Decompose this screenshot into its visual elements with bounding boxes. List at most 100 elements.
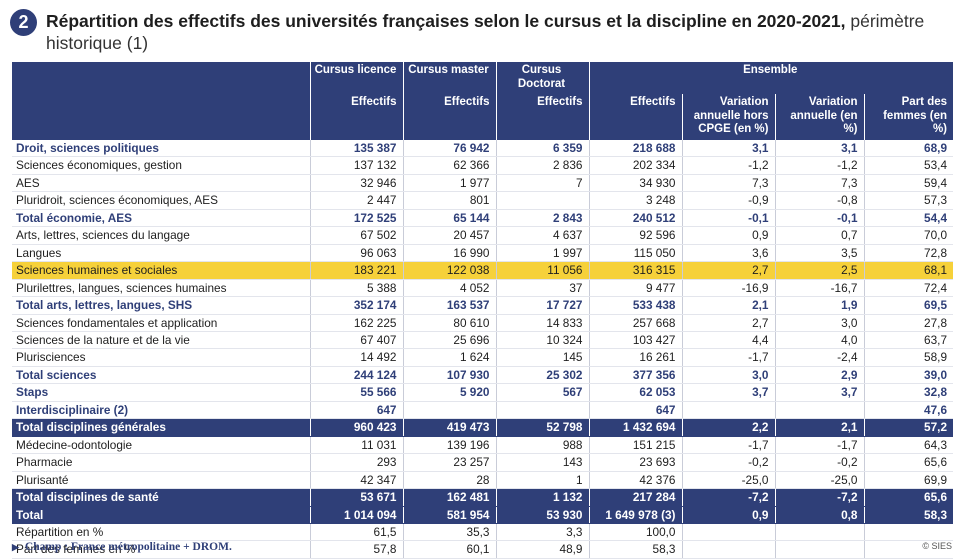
table-cell: -16,7: [774, 279, 864, 298]
table-cell: 172 525: [309, 209, 403, 228]
table-cell: -1,2: [774, 156, 864, 175]
table-cell: 58,3: [863, 506, 954, 524]
table-cell: 47,6: [863, 401, 954, 420]
table-cell: 16 261: [588, 348, 682, 367]
table-cell: [774, 523, 864, 542]
row-label: Pluridroit, sciences économiques, AES: [12, 191, 310, 210]
table-cell: -7,2: [681, 488, 775, 507]
table-row: Plurisciences 14 492 1 624 145 16 261 -1,7 -2,…: [12, 348, 954, 367]
table-row: Langues 96 063 16 990 1 997 115 050 3,6 3,5 72,…: [12, 244, 954, 263]
table-cell: 57,2: [863, 418, 954, 437]
table-cell: 32,8: [863, 383, 954, 402]
header-cursus-master: Cursus master: [402, 62, 496, 94]
table-cell: 217 284: [588, 488, 682, 507]
figure-header: 2 Répartition des effectifs des universi…: [8, 6, 954, 56]
table-cell: 1,9: [774, 296, 864, 315]
table-cell: 3,3: [495, 523, 589, 542]
table-cell: 25 696: [402, 331, 496, 350]
table-cell: 567: [495, 383, 589, 402]
row-label: Sciences économiques, gestion: [12, 156, 310, 175]
table-cell: 61,5: [309, 523, 403, 542]
table-cell: 1 624: [402, 348, 496, 367]
table-row: AES 32 946 1 977 7 34 930 7,3 7,3 59,4: [12, 174, 954, 193]
table-cell: 11 056: [495, 261, 589, 280]
table-row: Total économie, AES 172 525 65 144 2 843 240…: [12, 209, 954, 228]
table-cell: 28: [402, 471, 496, 490]
row-label: Plurisciences: [12, 348, 310, 367]
row-label: Total disciplines générales: [12, 418, 310, 437]
table-cell: 2,1: [774, 418, 864, 437]
table-cell: 377 356: [588, 366, 682, 385]
table-cell: 107 930: [402, 366, 496, 385]
table-cell: 3 248: [588, 191, 682, 210]
footnote-text: Champ : France métropolitaine + DROM.: [24, 541, 232, 553]
row-label: Plurisanté: [12, 471, 310, 490]
table-row: Droit, sciences politiques 135 387 76 942 6…: [12, 140, 954, 158]
table-cell: -25,0: [774, 471, 864, 490]
table-cell: [681, 401, 775, 420]
table-cell: 23 257: [402, 453, 496, 472]
table-row: Médecine-odontologie 11 031 139 196 988 151 …: [12, 436, 954, 455]
table-cell: [681, 540, 775, 559]
table-cell: 14 492: [309, 348, 403, 367]
table-cell: 69,9: [863, 471, 954, 490]
table-cell: 25 302: [495, 366, 589, 385]
table-cell: 2 447: [309, 191, 403, 210]
table-row: Plurilettres, langues, sciences humaines…: [12, 279, 954, 298]
table-cell: 14 833: [495, 314, 589, 332]
row-label: Total sciences: [12, 366, 310, 385]
table-row: Sciences économiques, gestion 137 132 62 3…: [12, 156, 954, 175]
table-row: Sciences de la nature et de la vie 67 407…: [12, 331, 954, 350]
table-cell: 4,0: [774, 331, 864, 350]
table-row: Pharmacie 293 23 257 143 23 693 -0,2 -0,2 65,6: [12, 453, 954, 472]
table-cell: 59,4: [863, 174, 954, 193]
row-label: Médecine-odontologie: [12, 436, 310, 455]
title-bold: Répartition des effectifs des université…: [46, 11, 846, 31]
table-cell: 80 610: [402, 314, 496, 332]
table-cell: 0,9: [681, 226, 775, 245]
table-cell: -0,1: [774, 209, 864, 228]
table-cell: 0,8: [774, 506, 864, 524]
table-row: Total disciplines générales 960 423 419 47…: [12, 418, 954, 437]
table-cell: 1 977: [402, 174, 496, 193]
table-cell: 7,3: [681, 174, 775, 193]
row-label: Sciences humaines et sociales: [12, 261, 310, 280]
table-cell: 9 477: [588, 279, 682, 298]
table-cell: 4 052: [402, 279, 496, 298]
table-cell: 647: [309, 401, 403, 420]
table-cell: 48,9: [495, 540, 589, 559]
table-cell: 316 315: [588, 261, 682, 280]
table-cell: 37: [495, 279, 589, 298]
data-table: Cursus licence Cursus master Cursus Doct…: [12, 62, 954, 559]
table-cell: -1,7: [774, 436, 864, 455]
row-label: Répartition en %: [12, 523, 310, 542]
table-cell: 3,1: [681, 140, 775, 158]
table-cell: 1 014 094: [309, 506, 403, 524]
header-variation-annuelle: Variation annuelle (en %): [774, 94, 864, 140]
header-effectifs-master: Effectifs: [402, 94, 496, 140]
table-cell: -0,2: [681, 453, 775, 472]
table-cell: 145: [495, 348, 589, 367]
table-cell: 52 798: [495, 418, 589, 437]
table-cell: -25,0: [681, 471, 775, 490]
table-cell: 1 132: [495, 488, 589, 507]
table-cell: 4 637: [495, 226, 589, 245]
table-row: Sciences humaines et sociales 183 221 122 …: [12, 261, 954, 280]
table-cell: 27,8: [863, 314, 954, 332]
table-cell: 960 423: [309, 418, 403, 437]
table-cell: 58,3: [588, 540, 682, 559]
row-label: Interdisciplinaire (2): [12, 401, 310, 420]
table-cell: 70,0: [863, 226, 954, 245]
row-label: Part des femmes en %: [12, 540, 310, 559]
table-cell: [681, 523, 775, 542]
table-cell: 218 688: [588, 140, 682, 158]
table-cell: 2,5: [774, 261, 864, 280]
table-cell: [495, 401, 589, 420]
table-cell: -0,1: [681, 209, 775, 228]
row-label: AES: [12, 174, 310, 193]
table-cell: 67 407: [309, 331, 403, 350]
table-cell: -1,7: [681, 348, 775, 367]
table-cell: 103 427: [588, 331, 682, 350]
row-label: Sciences fondamentales et application: [12, 314, 310, 332]
table-row: Total 1 014 094 581 954 53 930 1 649 978 (3)…: [12, 506, 954, 524]
